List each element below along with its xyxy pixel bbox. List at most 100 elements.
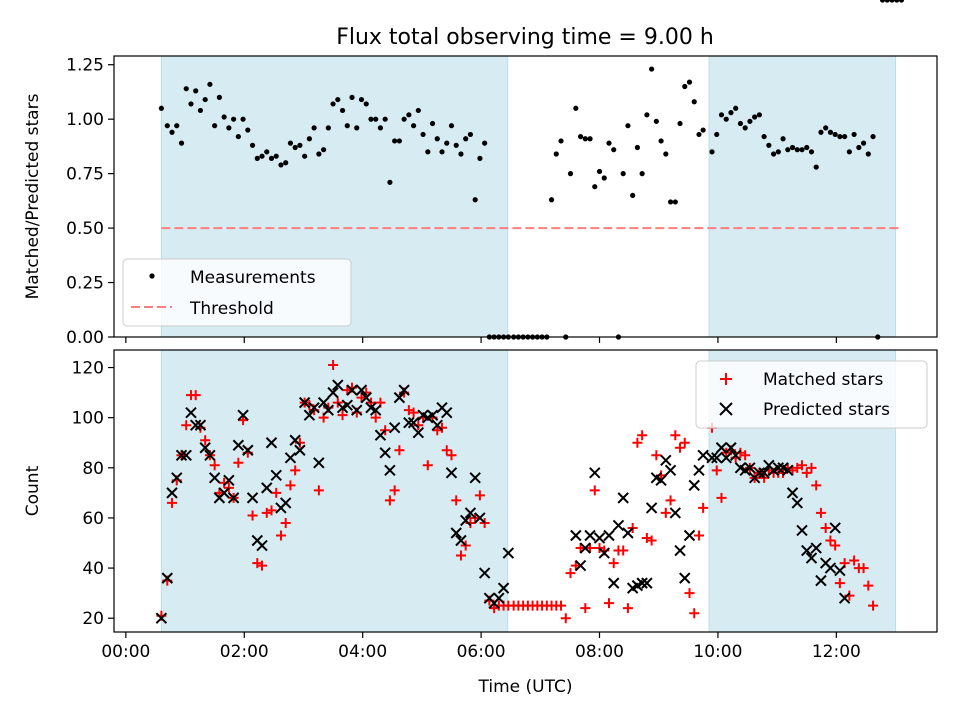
predicted-star-point [379,447,391,459]
measurement-point [202,96,208,103]
predicted-star-point [744,462,756,474]
bottom-xtick-label: 12:00 [812,642,861,662]
measurement-point [752,114,758,120]
matched-star-point [637,430,648,441]
predicted-star-point [786,487,799,499]
predicted-star-point [218,487,230,499]
matched-star-point [603,598,614,609]
matched-star-point [675,442,686,453]
measurement-point [325,125,331,131]
predicted-star-point [715,442,728,454]
predicted-star-point [294,444,306,456]
matched-star-point [474,490,485,501]
predicted-star-point [729,449,742,461]
predicted-star-point [641,577,653,589]
measurement-point [644,112,650,118]
predicted-star-point [369,404,382,416]
measurement-point [453,142,459,148]
measurement-point [714,131,720,138]
predicted-star-point [674,544,686,557]
matched-star-point [560,613,571,624]
predicted-star-point [403,416,415,429]
matched-star-point [711,465,722,476]
bottom-axes-frame [113,349,938,633]
predicted-star-point [313,457,325,469]
top-legend-box [122,258,352,327]
top-ytick-label: 1.25 [66,56,104,76]
predicted-star-point [332,379,344,391]
matched-star-point [257,560,268,571]
predicted-star-point [190,419,202,431]
measurement-point [700,127,706,133]
measurement-point [363,101,369,107]
predicted-star-point [584,529,596,542]
measurement-point [240,116,246,122]
predicted-star-point [317,396,330,409]
matched-star-point [266,505,277,516]
matched-star-point [408,407,419,418]
measurement-point [477,155,483,161]
top-ytick-label: 0.75 [66,165,104,185]
predicted-star-point [829,522,841,534]
predicted-star-point [693,464,705,477]
predicted-star-point [327,386,339,399]
predicted-star-point [834,564,846,577]
measurement-point [766,142,772,148]
matched-star-point [660,507,671,518]
measurement-point [249,142,256,148]
measurement-point [827,129,834,135]
measurement-point [216,94,222,100]
measurement-point [663,151,669,157]
measurement-point [344,123,350,129]
measurement-point [444,140,450,146]
measurement-point [387,179,393,185]
matched-star-point [451,495,462,506]
predicted-star-point [598,547,610,559]
measurement-point [188,101,194,107]
measurement-point [813,164,819,170]
predicted-star-point [660,454,672,467]
predicted-star-point [246,492,259,504]
matched-star-point [806,462,817,473]
predicted-star-point [683,529,696,542]
predicted-star-point [725,442,737,454]
matched-star-point [622,603,633,614]
predicted-star-point [636,577,648,589]
matched-star-point [167,497,178,508]
bottom-xlabel: Time (UTC) [478,677,573,697]
matched-star-point [693,530,704,541]
predicted-star-point [593,532,606,544]
matched-star-point [394,445,405,456]
matched-star-point [384,495,395,506]
matched-star-point [290,465,301,476]
measurement-point [245,127,251,133]
predicted-star-point [801,544,813,557]
bottom-ytick-label: 80 [82,459,104,479]
measurement-point [789,144,796,151]
measurement-point [770,151,777,157]
measurement-point [558,138,564,144]
matched-star-point [190,390,201,401]
legend-predicted-label: Predicted stars [763,400,890,420]
measurement-point [349,94,355,100]
measurement-point [231,116,237,122]
top-ytick-label: 0.50 [66,219,104,239]
predicted-star-point [232,439,245,451]
measurement-point [292,144,298,151]
matched-star-point [389,485,400,496]
measurement-point [672,199,678,205]
predicted-star-point [589,467,601,479]
measurement-point [737,120,744,127]
measurement-point [884,0,890,3]
predicted-star-point [374,429,387,441]
measurement-point [818,129,824,135]
measurement-point [577,133,584,140]
bottom-ytick-label: 20 [82,609,104,629]
measurement-point [235,133,241,140]
measurement-point [467,131,474,138]
measurement-point [851,131,857,138]
matched-star-point [618,545,629,556]
measurement-point [634,144,641,151]
matched-star-point [689,608,700,619]
matched-star-point [328,360,339,371]
